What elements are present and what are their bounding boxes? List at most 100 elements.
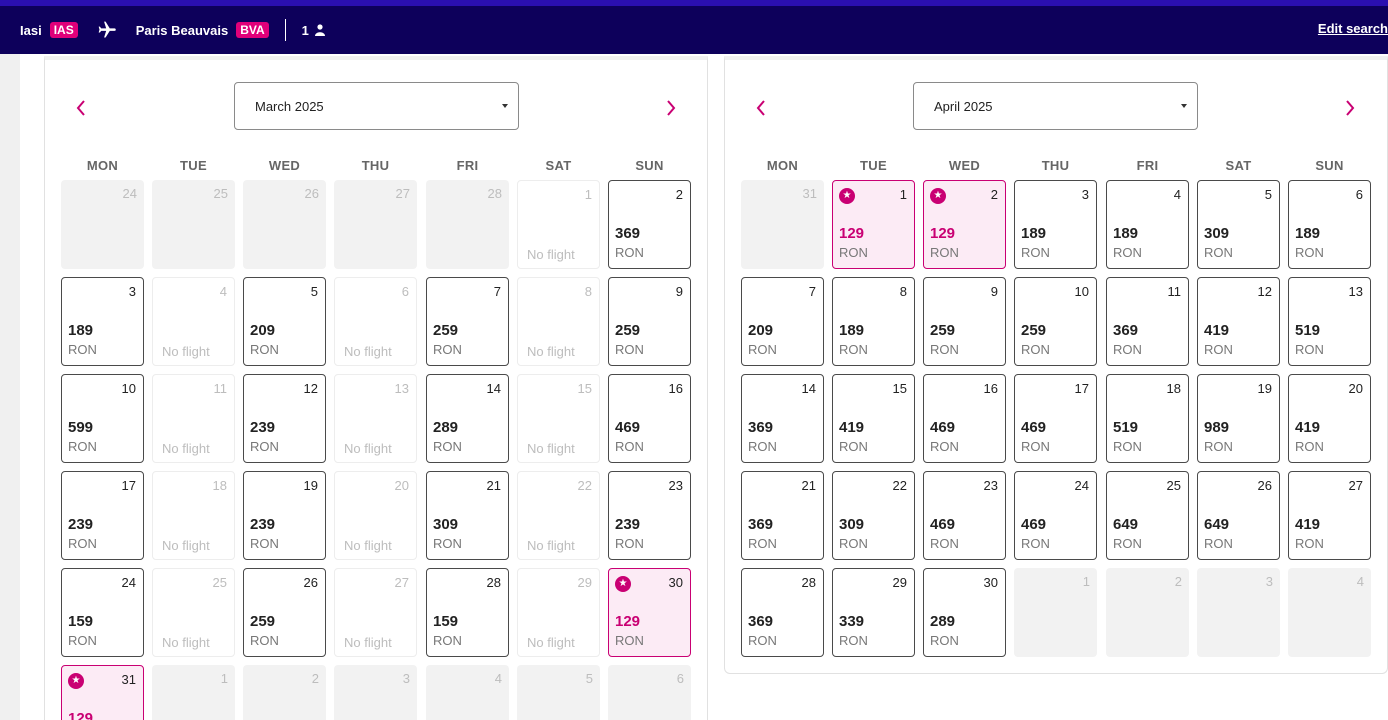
fare-currency: RON: [930, 536, 959, 551]
day-number: 30: [668, 575, 683, 590]
origin-city: Iasi: [20, 22, 42, 38]
fare-price: 259: [250, 613, 276, 630]
day-cell[interactable]: 15 419 RON: [832, 374, 915, 463]
day-cell[interactable]: 20 419 RON: [1288, 374, 1371, 463]
weekday-header: TUE: [180, 158, 207, 173]
day-number: 25: [213, 186, 228, 201]
fare-currency: RON: [1021, 342, 1050, 357]
fare-currency: RON: [615, 342, 644, 357]
day-number: 3: [128, 284, 136, 299]
day-cell[interactable]: 21 369 RON: [741, 471, 824, 560]
day-cell[interactable]: 8 189 RON: [832, 277, 915, 366]
fare-currency: RON: [250, 536, 279, 551]
day-cell[interactable]: 26 259 RON: [243, 568, 326, 657]
fare-price: 649: [1113, 516, 1139, 533]
day-number: 15: [892, 381, 907, 396]
day-cell[interactable]: 4 189 RON: [1106, 180, 1189, 269]
day-number: 5: [585, 671, 593, 686]
fare-price: 259: [1021, 322, 1047, 339]
day-cell[interactable]: 5 209 RON: [243, 277, 326, 366]
day-cell[interactable]: 28 369 RON: [741, 568, 824, 657]
day-cell[interactable]: 10 259 RON: [1014, 277, 1097, 366]
day-cell[interactable]: 16 469 RON: [923, 374, 1006, 463]
day-cell[interactable]: 26 649 RON: [1197, 471, 1280, 560]
fare-price: 129: [68, 710, 94, 720]
month-select[interactable]: March 2025: [234, 82, 519, 130]
day-cell[interactable]: 23 469 RON: [923, 471, 1006, 560]
fare-price: 519: [1113, 419, 1139, 436]
plane-icon: [96, 20, 118, 40]
no-flight-label: No flight: [527, 441, 575, 456]
fare-currency: RON: [250, 439, 279, 454]
day-cell[interactable]: 28 159 RON: [426, 568, 509, 657]
day-number: 3: [1265, 574, 1273, 589]
day-cell[interactable]: 27 419 RON: [1288, 471, 1371, 560]
day-cell[interactable]: 7 209 RON: [741, 277, 824, 366]
day-cell[interactable]: 2 ★ 129 RON: [923, 180, 1006, 269]
day-cell[interactable]: 7 259 RON: [426, 277, 509, 366]
day-cell[interactable]: 11 369 RON: [1106, 277, 1189, 366]
day-cell[interactable]: 13 519 RON: [1288, 277, 1371, 366]
day-cell: 4 No flight: [152, 277, 235, 366]
fare-price: 189: [839, 322, 865, 339]
day-cell[interactable]: 21 309 RON: [426, 471, 509, 560]
fare-currency: RON: [1204, 342, 1233, 357]
fare-price: 469: [615, 419, 641, 436]
fare-currency: RON: [68, 633, 97, 648]
fare-price: 239: [615, 516, 641, 533]
day-cell[interactable]: 24 469 RON: [1014, 471, 1097, 560]
day-number: 14: [486, 381, 501, 396]
day-cell[interactable]: 25 649 RON: [1106, 471, 1189, 560]
day-cell[interactable]: 1 ★ 129 RON: [832, 180, 915, 269]
day-cell: 6 No flight: [334, 277, 417, 366]
day-cell[interactable]: 3 189 RON: [1014, 180, 1097, 269]
day-cell[interactable]: 17 469 RON: [1014, 374, 1097, 463]
day-number: 20: [1348, 381, 1363, 396]
weekday-header: SUN: [635, 158, 664, 173]
fare-price: 419: [839, 419, 865, 436]
day-cell[interactable]: 6 189 RON: [1288, 180, 1371, 269]
day-cell[interactable]: 2 369 RON: [608, 180, 691, 269]
day-cell[interactable]: 12 419 RON: [1197, 277, 1280, 366]
chevron-right-icon[interactable]: [663, 98, 679, 118]
day-cell[interactable]: 14 289 RON: [426, 374, 509, 463]
day-cell[interactable]: 18 519 RON: [1106, 374, 1189, 463]
day-number: 23: [983, 478, 998, 493]
day-cell[interactable]: 10 599 RON: [61, 374, 144, 463]
chevron-left-icon[interactable]: [753, 98, 769, 118]
day-number: 22: [892, 478, 907, 493]
day-cell: 1: [1014, 568, 1097, 657]
fare-currency: RON: [1295, 245, 1324, 260]
edit-search-link[interactable]: Edit search: [1317, 21, 1388, 36]
day-number: 16: [983, 381, 998, 396]
star-badge-icon: ★: [68, 673, 84, 689]
fare-currency: RON: [433, 342, 462, 357]
day-cell[interactable]: 9 259 RON: [608, 277, 691, 366]
person-icon: [314, 24, 325, 36]
day-cell[interactable]: 30 ★ 129 RON: [608, 568, 691, 657]
day-cell[interactable]: 19 989 RON: [1197, 374, 1280, 463]
day-cell[interactable]: 5 309 RON: [1197, 180, 1280, 269]
day-cell[interactable]: 3 189 RON: [61, 277, 144, 366]
day-cell: 28: [426, 180, 509, 269]
day-cell[interactable]: 24 159 RON: [61, 568, 144, 657]
day-cell[interactable]: 14 369 RON: [741, 374, 824, 463]
day-cell[interactable]: 19 239 RON: [243, 471, 326, 560]
chevron-right-icon[interactable]: [1342, 98, 1358, 118]
star-badge-icon: ★: [615, 576, 631, 592]
day-cell[interactable]: 16 469 RON: [608, 374, 691, 463]
month-select[interactable]: April 2025: [913, 82, 1198, 130]
day-cell[interactable]: 9 259 RON: [923, 277, 1006, 366]
fare-currency: RON: [433, 633, 462, 648]
fare-currency: RON: [930, 439, 959, 454]
day-cell[interactable]: 23 239 RON: [608, 471, 691, 560]
day-cell[interactable]: 17 239 RON: [61, 471, 144, 560]
day-number: 2: [990, 187, 998, 202]
chevron-left-icon[interactable]: [73, 98, 89, 118]
weekday-header: SAT: [545, 158, 572, 173]
day-cell[interactable]: 12 239 RON: [243, 374, 326, 463]
day-cell[interactable]: 22 309 RON: [832, 471, 915, 560]
day-cell[interactable]: 29 339 RON: [832, 568, 915, 657]
day-cell[interactable]: 30 289 RON: [923, 568, 1006, 657]
